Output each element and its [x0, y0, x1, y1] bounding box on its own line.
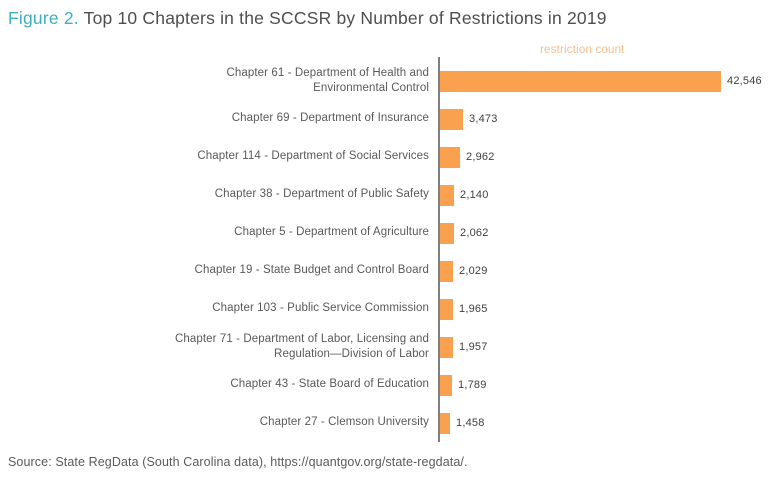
chart-row: Chapter 61 - Department of Health and En…	[8, 62, 762, 100]
bar	[440, 336, 453, 358]
bar	[440, 412, 450, 434]
chart-row: Chapter 27 - Clemson University 1,458	[8, 404, 760, 442]
figure-number: Figure 2.	[8, 8, 79, 28]
chart-row: Chapter 71 - Department of Labor, Licens…	[8, 328, 760, 366]
bar	[440, 298, 453, 320]
bar-area: 1,957	[438, 336, 760, 358]
bar-area: 2,962	[438, 146, 760, 168]
bar	[440, 146, 460, 168]
x-axis-title: restriction count	[540, 44, 625, 56]
value-label: 2,062	[460, 227, 489, 239]
category-label: Chapter 43 - State Board of Education	[230, 378, 429, 391]
bar	[440, 184, 454, 206]
category-label: Chapter 71 - Department of Labor, Licens…	[174, 332, 429, 361]
value-label: 1,957	[459, 341, 488, 353]
value-label: 3,473	[469, 113, 498, 125]
figure-title-text: Top 10 Chapters in the SCCSR by Number o…	[78, 8, 607, 28]
source-note: Source: State RegData (South Carolina da…	[8, 455, 468, 469]
bar-area: 1,458	[438, 412, 760, 434]
value-label: 1,789	[458, 379, 487, 391]
bar-chart: Chapter 61 - Department of Health and En…	[8, 57, 762, 442]
bar	[440, 374, 452, 396]
bar-area: 3,473	[438, 108, 760, 130]
bar-area: 2,062	[438, 222, 760, 244]
chart-row: Chapter 114 - Department of Social Servi…	[8, 138, 760, 176]
bar	[440, 260, 453, 282]
bar-area: 2,029	[438, 260, 760, 282]
category-label: Chapter 69 - Department of Insurance	[231, 112, 429, 125]
bar	[440, 222, 454, 244]
value-label: 1,458	[456, 417, 485, 429]
value-label: 1,965	[459, 303, 488, 315]
figure-title: Figure 2. Top 10 Chapters in the SCCSR b…	[8, 8, 768, 28]
value-label: 2,140	[460, 189, 489, 201]
chart-row: Chapter 38 - Department of Public Safety…	[8, 176, 760, 214]
bar-area: 1,789	[438, 374, 760, 396]
bar-area: 1,965	[438, 298, 760, 320]
category-label: Chapter 5 - Department of Agriculture	[234, 226, 429, 239]
chart-row: Chapter 69 - Department of Insurance 3,47…	[8, 100, 760, 138]
chart-row: Chapter 19 - State Budget and Control Bo…	[8, 252, 760, 290]
chart-row: Chapter 5 - Department of Agriculture 2,0…	[8, 214, 760, 252]
category-label: Chapter 61 - Department of Health and En…	[226, 66, 429, 95]
bar	[440, 70, 721, 92]
value-label: 2,962	[466, 151, 495, 163]
category-label: Chapter 27 - Clemson University	[259, 416, 429, 429]
chart-row: Chapter 103 - Public Service Commission 1…	[8, 290, 760, 328]
value-label: 42,546	[727, 75, 762, 87]
category-label: Chapter 114 - Department of Social Servi…	[197, 150, 429, 163]
category-label: Chapter 38 - Department of Public Safety	[214, 188, 429, 201]
y-axis-line	[438, 57, 440, 442]
category-label: Chapter 19 - State Budget and Control Bo…	[194, 264, 429, 277]
bar	[440, 108, 463, 130]
value-label: 2,029	[459, 265, 488, 277]
bar-area: 42,546	[438, 70, 762, 92]
bar-area: 2,140	[438, 184, 760, 206]
chart-row: Chapter 43 - State Board of Education 1,7…	[8, 366, 760, 404]
category-label: Chapter 103 - Public Service Commission	[212, 302, 429, 315]
